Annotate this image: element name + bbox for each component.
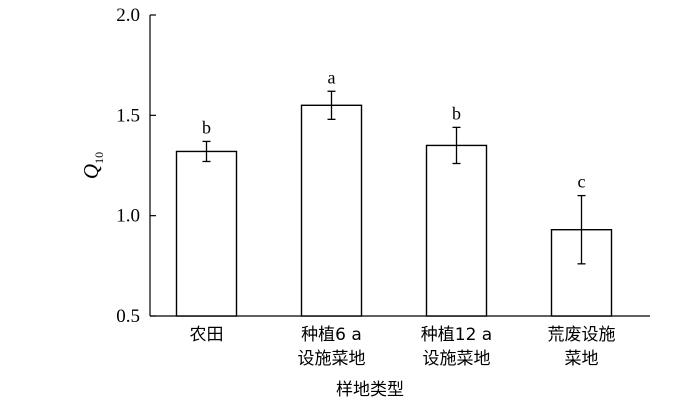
y-tick-label: 2.0: [116, 5, 140, 26]
y-tick-label: 1.0: [116, 206, 140, 227]
x-tick-label: 种植6 a: [301, 325, 362, 345]
y-axis-label-subscript: 10: [92, 152, 106, 164]
y-axis: 0.5 1.0 1.5 2.0: [116, 5, 156, 327]
x-axis-label: 样地类型: [336, 380, 404, 400]
bar: [300, 104, 363, 317]
x-tick-label: 荒废设施: [548, 325, 616, 345]
x-tick-label: 菜地: [565, 349, 599, 369]
y-tick-label: 1.5: [116, 105, 140, 126]
bars: b a b c: [175, 67, 613, 317]
significance-label: c: [578, 172, 586, 192]
x-tick-label: 设施菜地: [423, 349, 491, 369]
x-tick-label: 农田: [190, 325, 224, 345]
bar: [175, 150, 238, 317]
x-tick-label: 设施菜地: [298, 349, 366, 369]
significance-label: b: [452, 103, 461, 123]
significance-label: b: [202, 117, 211, 137]
significance-label: a: [328, 67, 336, 87]
y-axis-label-main: Q: [79, 164, 103, 179]
y-axis-label: Q10: [79, 152, 106, 179]
bar: [425, 144, 488, 317]
y-tick-label: 0.5: [116, 306, 140, 327]
x-tick-label: 种植12 a: [421, 325, 492, 345]
